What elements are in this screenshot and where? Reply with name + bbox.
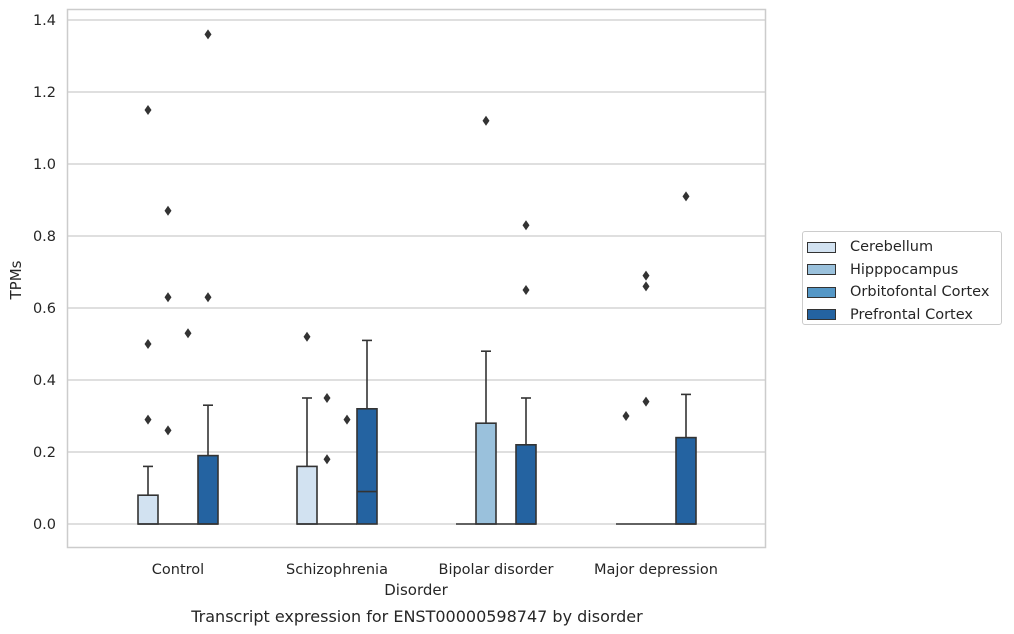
outlier-point xyxy=(144,105,152,115)
box-group xyxy=(296,331,318,525)
y-tick-label: 0.2 xyxy=(33,445,56,461)
box-group xyxy=(356,339,378,525)
box xyxy=(475,422,497,525)
box-group xyxy=(636,270,656,525)
gridlines xyxy=(67,19,766,525)
outlier-point xyxy=(164,425,172,436)
y-tick-label: 0.6 xyxy=(33,301,56,317)
box xyxy=(197,454,219,525)
box xyxy=(137,494,159,525)
outlier-point xyxy=(482,115,490,126)
chart-title: Transcript expression for ENST0000059874… xyxy=(190,607,643,626)
legend-label: Prefrontal Cortex xyxy=(850,306,973,323)
outlier-point xyxy=(164,205,172,216)
x-tick-label: Bipolar disorder xyxy=(439,562,554,578)
box xyxy=(356,407,378,525)
outlier-point xyxy=(323,454,331,465)
outlier-point xyxy=(164,292,172,303)
box-group xyxy=(337,414,357,525)
legend-swatch xyxy=(807,309,836,321)
box-group xyxy=(158,205,178,525)
legend-item-prefrontal-cortex: Prefrontal Cortex xyxy=(807,304,1001,327)
legend-label: Cerebellum xyxy=(850,239,934,256)
outlier-point xyxy=(642,270,650,281)
box-group xyxy=(675,191,697,525)
box-group xyxy=(317,393,337,525)
x-tick-label: Control xyxy=(152,562,204,578)
legend-item-hippocampus: Hipppocampus xyxy=(807,259,1001,282)
legend-item-cerebellum: Cerebellum xyxy=(807,236,1001,259)
x-tick-label: Major depression xyxy=(594,562,718,578)
outlier-point xyxy=(522,285,530,295)
legend-item-orbitofrontal-cortex: Orbitofontal Cortex xyxy=(807,281,1001,304)
box xyxy=(675,436,697,525)
outlier-point xyxy=(204,29,212,40)
y-tick-labels: 0.0 0.2 0.4 0.6 0.8 1.0 1.2 1.4 xyxy=(33,13,56,533)
box-marks xyxy=(137,29,697,525)
x-axis-label: Disorder xyxy=(384,581,448,599)
x-tick-label: Schizophrenia xyxy=(286,562,388,578)
legend-swatch xyxy=(807,241,836,253)
outlier-point xyxy=(323,393,331,403)
y-axis-label: TPMs xyxy=(7,260,25,300)
y-tick-label: 0.0 xyxy=(33,517,56,533)
y-tick-label: 0.4 xyxy=(33,373,56,389)
box-group xyxy=(197,29,219,525)
box-group xyxy=(515,220,537,525)
y-tick-label: 1.0 xyxy=(33,157,56,173)
y-tick-label: 1.4 xyxy=(33,13,56,29)
outlier-point xyxy=(622,411,630,421)
outlier-point xyxy=(642,281,650,292)
outlier-point xyxy=(144,414,152,425)
outlier-point xyxy=(184,328,192,339)
outlier-point xyxy=(204,292,212,303)
box xyxy=(296,465,318,525)
legend-label: Orbitofontal Cortex xyxy=(850,284,990,301)
legend-swatch xyxy=(807,264,836,276)
outlier-point xyxy=(144,339,152,349)
box-group xyxy=(178,328,198,525)
outlier-point xyxy=(642,396,650,407)
legend-label: Hipppocampus xyxy=(850,261,959,278)
legend-swatch xyxy=(807,286,836,298)
legend: Cerebellum Hipppocampus Orbitofontal Cor… xyxy=(802,231,1002,325)
x-tick-labels: Control Schizophrenia Bipolar disorder Majo… xyxy=(152,562,718,578)
outlier-point xyxy=(303,331,311,342)
outlier-point xyxy=(682,191,690,202)
box-group xyxy=(616,411,636,525)
box-group xyxy=(137,105,159,525)
box xyxy=(515,443,537,525)
y-tick-label: 1.2 xyxy=(33,85,56,101)
outlier-point xyxy=(343,414,351,425)
y-tick-label: 0.8 xyxy=(33,229,56,245)
outlier-point xyxy=(522,220,530,231)
plot-area-frame xyxy=(66,8,767,549)
box-group xyxy=(475,115,497,525)
